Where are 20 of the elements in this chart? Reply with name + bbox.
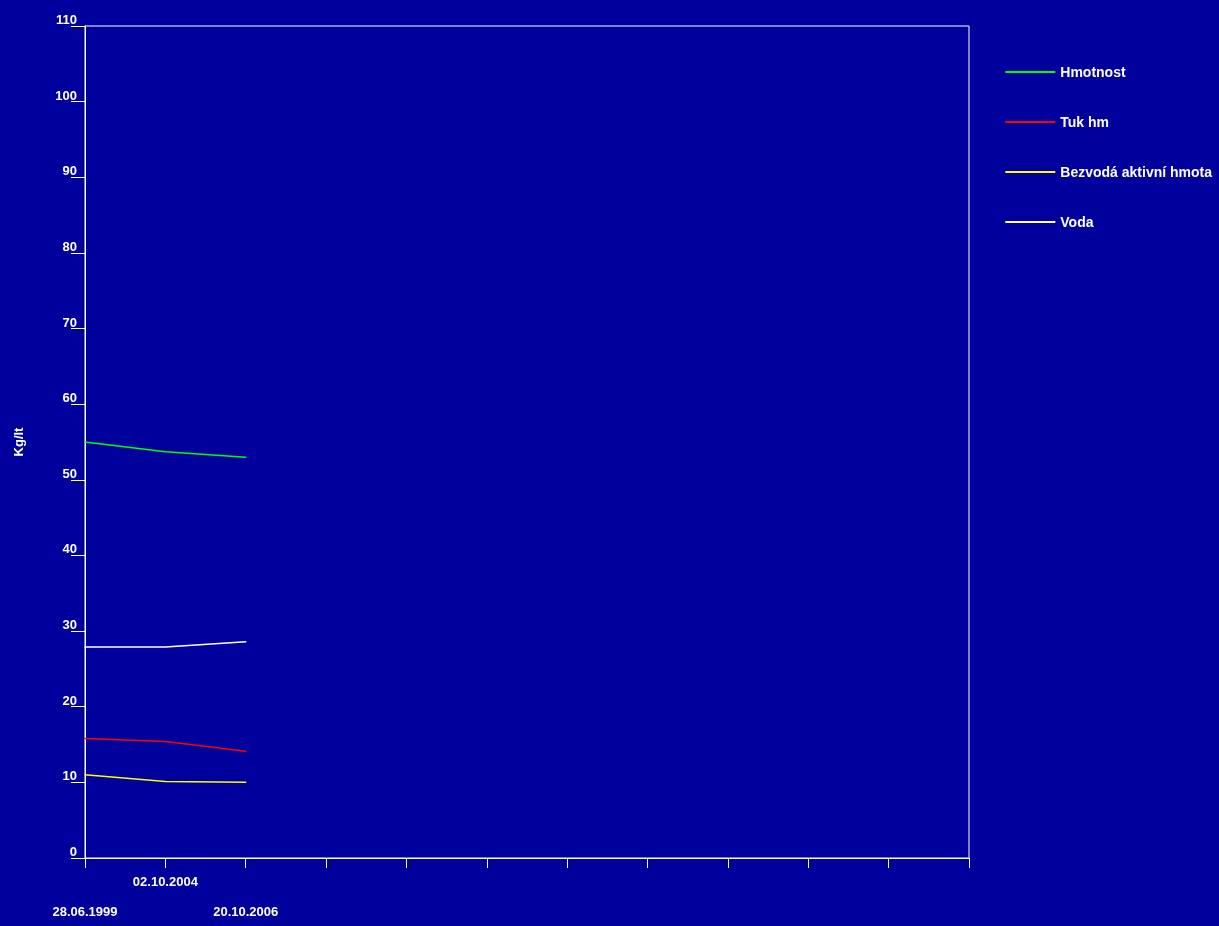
y-tick-label: 110 (56, 12, 77, 27)
x-tick-label: 20.10.2006 (213, 903, 279, 919)
y-tick-label: 50 (62, 465, 77, 481)
y-tick-label: 80 (62, 238, 77, 254)
y-axis-title: Kg/lt (11, 426, 26, 457)
y-tick-label: 0 (69, 844, 77, 859)
y-tick-label: 30 (62, 617, 77, 633)
legend-label: Hmotnost (1060, 64, 1126, 80)
y-tick-label: 60 (62, 390, 77, 406)
legend-label: Tuk hm (1060, 114, 1110, 130)
y-tick-label: 100 (55, 87, 77, 103)
y-tick-label: 90 (62, 163, 77, 179)
y-tick-label: 70 (62, 314, 77, 330)
y-tick-label: 40 (62, 541, 77, 557)
x-tick-label: 28.06.1999 (52, 903, 118, 919)
legend-label: Bezvodá aktivní hmota (1060, 164, 1213, 180)
y-tick-label: 10 (62, 768, 77, 784)
legend-label: Voda (1060, 214, 1094, 230)
y-tick-label: 20 (62, 692, 77, 708)
x-tick-label: 02.10.2004 (132, 873, 199, 889)
